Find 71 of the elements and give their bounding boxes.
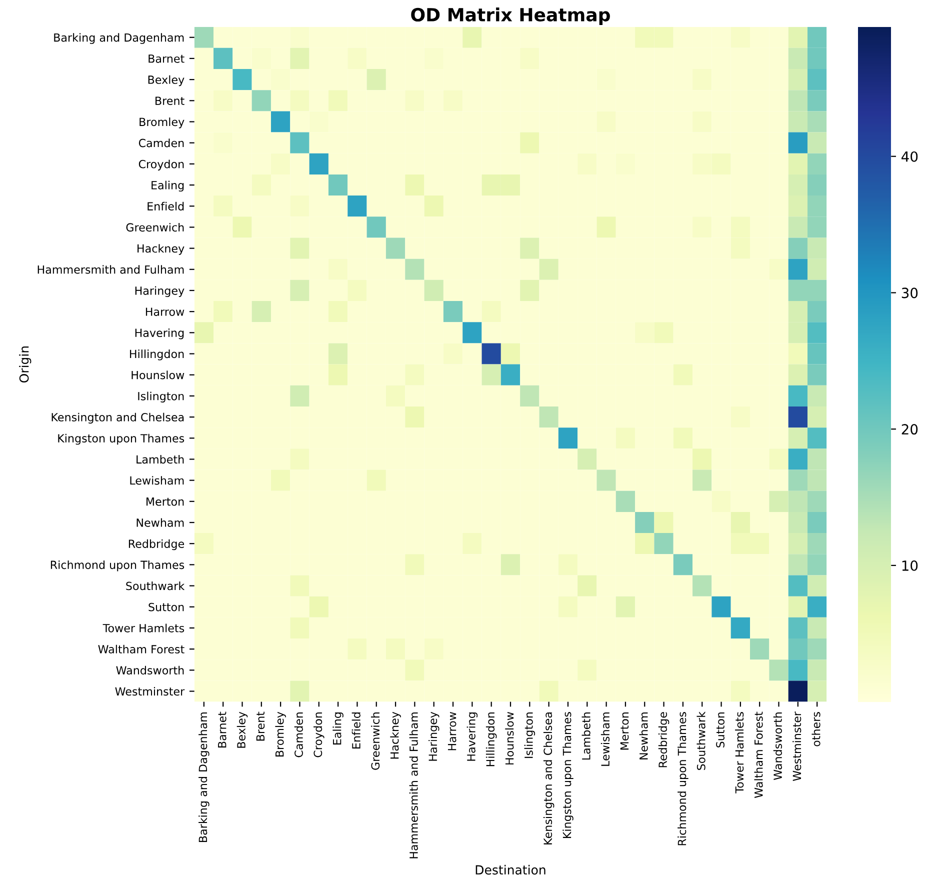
y-tick-label: Islington [138, 392, 184, 402]
y-tick-label: Kingston upon Thames [58, 434, 184, 445]
y-tick-label: Newham [136, 518, 184, 527]
y-tick-label: Croydon [138, 160, 184, 170]
y-tick-label: Lewisham [130, 476, 184, 485]
y-tick-label: Southwark [126, 582, 185, 590]
x-tick-label: Hounslow [505, 712, 514, 764]
y-tick-label: Camden [138, 138, 184, 148]
x-tick-label: Lambeth [582, 712, 590, 760]
y-tick-label: Merton [146, 498, 184, 506]
y-axis-title: Origin [19, 346, 32, 382]
x-tick-label: Waltham Forest [754, 712, 763, 798]
x-tick-label: Lewisham [600, 712, 610, 766]
x-tick-label: Westminster [792, 712, 802, 781]
y-tick-label: Haringey [135, 286, 184, 298]
x-tick-label: Enfield [352, 712, 360, 748]
y-tick-label: Barnet [148, 54, 184, 63]
x-tick-label: Barnet [218, 712, 226, 748]
y-tick-label: Hammersmith and Fulham [38, 265, 184, 274]
x-tick-label: Kensington and Chelsea [543, 712, 554, 844]
x-tick-label: Hackney [390, 712, 401, 759]
x-tick-label: Wandsworth [773, 712, 782, 780]
y-tick-label: Tower Hamlets [102, 624, 184, 632]
x-tick-label: Bexley [236, 712, 248, 748]
x-tick-label: Hillingdon [486, 712, 497, 766]
y-tick-label: Brent [156, 96, 184, 106]
y-tick-label: Westminster [115, 687, 185, 696]
y-tick-label: Hounslow [132, 370, 184, 380]
color-bar-label: 10 [902, 560, 918, 571]
x-tick-label: Ealing [332, 712, 344, 745]
x-tick-label: Richmond upon Thames [678, 712, 688, 846]
y-tick-label: Bromley [140, 118, 184, 128]
x-tick-label: Hammersmith and Fulham [409, 712, 418, 858]
x-tick-label: Redbridge [658, 712, 670, 768]
color-bar-label: 20 [902, 424, 918, 435]
y-tick-label: Lambeth [136, 455, 184, 464]
y-tick-label: Barking and Dagenham [54, 33, 184, 44]
y-tick-label: Wandsworth [116, 666, 184, 675]
color-bar-label: 30 [902, 288, 918, 298]
y-tick-label: Ealing [152, 180, 184, 192]
x-tick-label: Croydon [314, 712, 324, 758]
y-tick-label: Bexley [148, 75, 184, 86]
x-tick-label: others [812, 712, 820, 746]
x-tick-label: Southwark [696, 712, 706, 770]
y-tick-label: Waltham Forest [98, 644, 184, 654]
y-tick-label: Redbridge [128, 539, 184, 550]
x-tick-label: Kingston upon Thames [562, 712, 574, 838]
chart-title: OD Matrix Heatmap [411, 8, 610, 26]
x-tick-label: Harrow [448, 712, 456, 750]
x-tick-label: Merton [620, 712, 629, 750]
x-tick-label: Bromley [275, 712, 286, 756]
y-tick-label: Hillingdon [130, 350, 184, 360]
y-tick-label: Greenwich [126, 222, 184, 232]
x-tick-label: Brent [256, 712, 265, 741]
y-tick-label: Sutton [148, 602, 184, 612]
y-tick-label: Harrow [146, 308, 184, 316]
x-tick-label: Tower Hamlets [735, 712, 744, 794]
x-axis-title: Destination [476, 864, 546, 875]
x-tick-label: Greenwich [370, 712, 380, 770]
x-tick-label: Camden [294, 712, 303, 758]
x-tick-label: Newham [639, 712, 648, 760]
x-tick-label: Haringey [428, 712, 440, 761]
x-tick-label: Havering [466, 712, 478, 761]
y-tick-label: Enfield [148, 202, 184, 210]
y-tick-label: Hackney [138, 244, 184, 255]
x-tick-label: Sutton [716, 712, 724, 748]
x-tick-label: Islington [524, 712, 536, 758]
y-tick-label: Kensington and Chelsea [52, 412, 184, 424]
color-bar-label: 40 [902, 151, 918, 162]
y-tick-label: Havering [135, 328, 184, 340]
y-tick-label: Richmond upon Thames [50, 560, 184, 572]
